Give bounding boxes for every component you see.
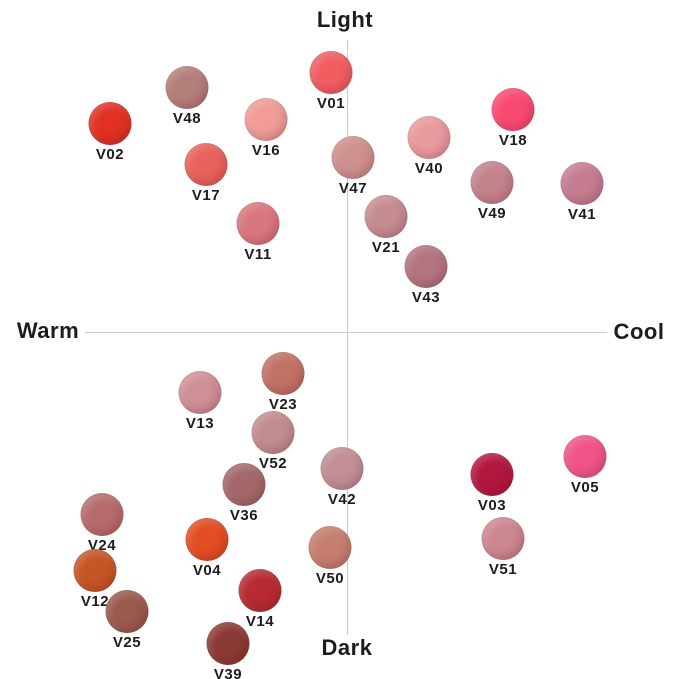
swatch-label-v49: V49 <box>477 205 507 222</box>
swatch-label-v12: V12 <box>80 593 110 610</box>
swatch-group-v42: V42 <box>320 447 364 508</box>
swatch-dot-v04 <box>185 518 229 561</box>
swatch-dot-v02 <box>88 102 132 145</box>
swatch-dot-v52 <box>251 411 295 454</box>
swatch-label-v50: V50 <box>315 570 345 587</box>
swatch-dot-v42 <box>320 447 364 490</box>
swatch-dot-v40 <box>407 116 451 159</box>
swatch-dot-v12 <box>73 549 117 592</box>
swatch-dot-v16 <box>244 98 288 141</box>
swatch-label-v18: V18 <box>498 132 528 149</box>
swatch-dot-v05 <box>563 435 607 478</box>
swatch-label-v25: V25 <box>112 634 142 651</box>
swatch-label-v02: V02 <box>95 146 125 163</box>
swatch-dot-v17 <box>184 143 228 186</box>
axis-label-cool: Cool <box>613 319 665 344</box>
swatch-label-v14: V14 <box>245 613 275 630</box>
swatch-group-v52: V52 <box>251 411 295 472</box>
swatch-group-v02: V02 <box>88 102 132 163</box>
swatch-group-v16: V16 <box>244 98 288 159</box>
swatch-label-v51: V51 <box>488 561 518 578</box>
swatch-dot-v13 <box>178 371 222 414</box>
swatch-group-v14: V14 <box>238 569 282 630</box>
swatch-dot-v51 <box>481 517 525 560</box>
swatch-dot-v43 <box>404 245 448 288</box>
swatch-dot-v47 <box>331 136 375 179</box>
swatch-dot-v25 <box>105 590 149 633</box>
swatch-dot-v01 <box>309 51 353 94</box>
swatch-group-v18: V18 <box>491 88 535 149</box>
swatch-group-v51: V51 <box>481 517 525 578</box>
swatch-group-v25: V25 <box>105 590 149 651</box>
swatch-dot-v49 <box>470 161 514 204</box>
swatch-group-v17: V17 <box>184 143 228 204</box>
swatch-dot-v11 <box>236 202 280 245</box>
swatch-group-v36: V36 <box>222 463 266 524</box>
swatch-dot-v03 <box>470 453 514 496</box>
swatch-label-v11: V11 <box>244 246 272 263</box>
swatch-label-v17: V17 <box>191 187 221 204</box>
swatch-label-v40: V40 <box>414 160 444 177</box>
swatch-label-v36: V36 <box>229 507 259 524</box>
horizontal-axis-line <box>85 332 607 333</box>
swatch-label-v47: V47 <box>338 180 368 197</box>
swatch-group-v48: V48 <box>165 66 209 127</box>
swatch-dot-v21 <box>364 195 408 238</box>
axis-label-warm: Warm <box>16 318 80 343</box>
swatch-group-v49: V49 <box>470 161 514 222</box>
swatch-label-v16: V16 <box>251 142 281 159</box>
swatch-group-v24: V24 <box>80 493 124 553</box>
swatch-label-v39: V39 <box>213 666 243 679</box>
swatch-dot-v23 <box>261 352 305 395</box>
swatch-group-v43: V43 <box>404 245 448 306</box>
swatch-group-v13: V13 <box>178 371 222 432</box>
swatch-dot-v50 <box>308 526 352 569</box>
swatch-group-v03: V03 <box>470 453 514 514</box>
swatch-label-v05: V05 <box>570 479 600 496</box>
swatch-group-v04: V04 <box>185 518 229 579</box>
swatch-label-v48: V48 <box>172 110 202 127</box>
swatch-label-v43: V43 <box>411 289 441 306</box>
swatch-label-v01: V01 <box>316 95 346 112</box>
swatch-group-v01: V01 <box>309 51 353 112</box>
swatch-group-v39: V39 <box>206 622 250 679</box>
swatch-label-v21: V21 <box>371 239 401 256</box>
swatch-dot-v36 <box>222 463 266 506</box>
swatch-label-v41: V41 <box>567 206 597 223</box>
swatch-dot-v14 <box>238 569 282 612</box>
swatch-dot-v18 <box>491 88 535 131</box>
swatch-label-v23: V23 <box>268 396 298 413</box>
swatch-group-v47: V47 <box>331 136 375 197</box>
swatch-group-v50: V50 <box>308 526 352 587</box>
swatch-group-v41: V41 <box>560 162 604 223</box>
swatch-dot-v24 <box>80 493 124 536</box>
axis-label-dark: Dark <box>321 635 373 660</box>
swatch-label-v04: V04 <box>192 562 222 579</box>
swatch-dot-v39 <box>206 622 250 665</box>
swatch-label-v13: V13 <box>185 415 215 432</box>
swatch-label-v42: V42 <box>327 491 357 508</box>
swatch-label-v52: V52 <box>258 455 288 472</box>
swatch-group-v40: V40 <box>407 116 451 177</box>
swatch-dot-v41 <box>560 162 604 205</box>
axis-label-light: Light <box>316 7 374 32</box>
swatch-group-v23: V23 <box>261 352 305 413</box>
swatch-group-v05: V05 <box>563 435 607 496</box>
swatch-dot-v48 <box>165 66 209 109</box>
swatch-label-v03: V03 <box>477 497 507 514</box>
swatch-group-v21: V21 <box>364 195 408 256</box>
swatch-group-v12: V12 <box>73 549 117 610</box>
vertical-axis-line <box>347 40 348 635</box>
swatch-group-v11: V11 <box>236 202 280 263</box>
